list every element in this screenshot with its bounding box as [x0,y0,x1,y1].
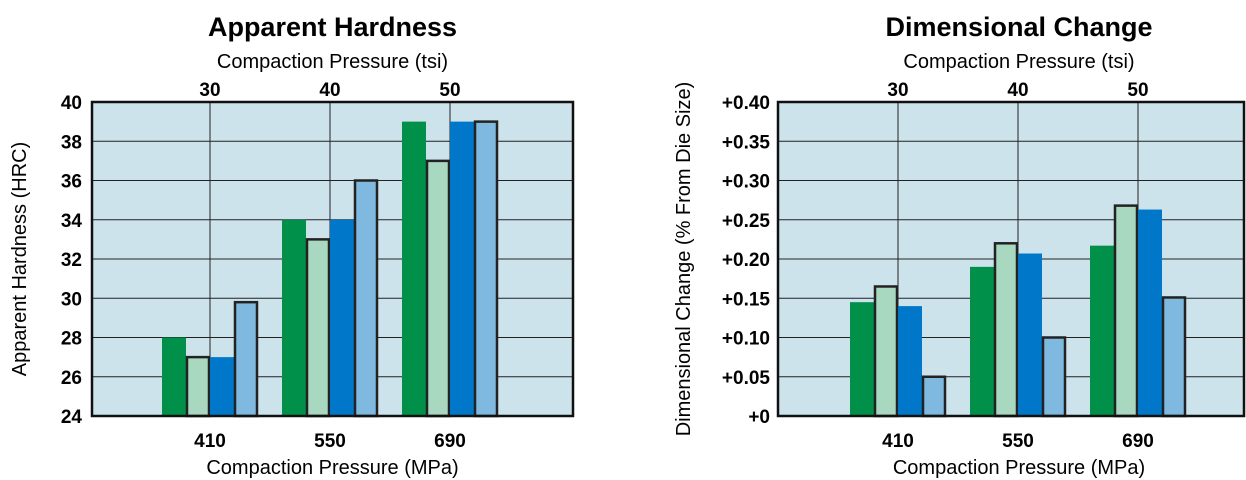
x-tick-label: 690 [434,431,466,452]
top-axis-label: Compaction Pressure (tsi) [217,51,448,73]
y-tick-label: 36 [61,172,82,193]
y-tick-label: 40 [61,93,82,114]
y-tick-label: +0.25 [722,211,771,232]
y-axis-label: Apparent Hardness (HRC) [9,142,31,377]
plot-border [776,100,1246,418]
top-tick-label: 30 [199,80,220,101]
bar-550-series-1 [282,219,306,416]
x-tick-label: 550 [314,431,346,452]
bar-410-series-1 [162,337,186,416]
bar-550-series-1 [970,266,994,416]
y-axis-label: Dimensional Change (% From Die Size) [673,82,695,437]
y-tick-label: +0 [748,407,770,428]
bar-690-series-3 [450,121,474,416]
bar-690-series-2 [1113,204,1139,418]
bar-410-series-3 [210,357,234,416]
y-tick-label: +0.30 [722,172,770,193]
y-tick-label: +0.15 [722,289,771,310]
chart-title: Apparent Hardness [208,12,457,42]
top-axis-label: Compaction Pressure (tsi) [903,51,1134,73]
y-tick-label: 28 [61,329,82,350]
bar-690-series-4 [1161,296,1187,418]
bar-690-series-3 [1138,209,1162,416]
bar-690-series-4 [473,120,499,418]
bar-690-series-2 [425,159,451,418]
y-tick-label: 32 [61,250,82,271]
y-tick-label: 38 [61,132,82,153]
y-tick-label: 34 [61,211,83,232]
top-tick-label: 50 [1127,80,1148,101]
top-tick-label: 30 [887,80,908,101]
x-tick-label: 410 [194,431,226,452]
bar-410-series-2 [873,285,899,418]
x-tick-label: 550 [1002,431,1034,452]
bar-410-series-3 [898,306,922,416]
y-tick-label: +0.20 [722,250,770,271]
x-axis-label: Compaction Pressure (MPa) [893,457,1145,479]
bar-690-series-1 [402,121,426,416]
top-tick-label: 40 [319,80,340,101]
y-tick-label: +0.35 [722,132,771,153]
bar-410-series-2 [185,355,211,418]
plot-border [90,100,575,418]
top-tick-label: 50 [439,80,460,101]
bar-550-series-3 [330,219,354,416]
bar-690-series-1 [1090,245,1114,416]
y-tick-label: +0.05 [722,368,771,389]
x-tick-label: 410 [882,431,914,452]
apparent-hardness-chart: Apparent Hardness Compaction Pressure (ts… [9,12,575,479]
x-tick-label: 690 [1122,431,1154,452]
bar-550-series-2 [305,238,331,418]
bar-410-series-4 [921,375,947,418]
y-tick-label: +0.10 [722,329,770,350]
bar-410-series-4 [233,300,259,418]
bar-550-series-2 [993,242,1019,418]
y-tick-label: +0.40 [722,93,770,114]
chart-title: Dimensional Change [885,12,1152,42]
bar-410-series-1 [850,302,874,416]
x-axis-label: Compaction Pressure (MPa) [206,457,458,479]
y-tick-label: 30 [61,289,82,310]
bar-550-series-3 [1018,253,1042,416]
dimensional-change-chart: Dimensional Change Compaction Pressure (t… [673,12,1246,479]
top-tick-label: 40 [1007,80,1028,101]
y-tick-label: 24 [61,407,83,428]
bar-550-series-4 [1041,336,1067,418]
y-tick-label: 26 [61,368,82,389]
bar-550-series-4 [353,179,379,418]
